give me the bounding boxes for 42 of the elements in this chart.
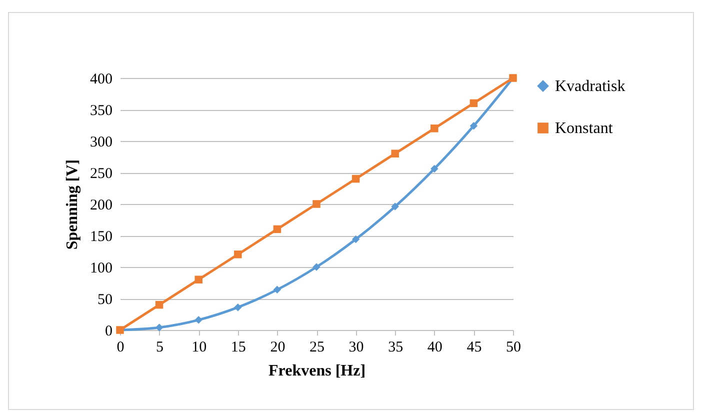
x-tick-label: 35 <box>388 340 404 356</box>
point <box>391 202 399 210</box>
point <box>312 200 320 208</box>
x-tick-label: 0 <box>116 340 124 356</box>
y-tick-label: 0 <box>105 324 112 340</box>
point <box>391 150 399 158</box>
legend-label: Kvadratisk <box>555 78 626 95</box>
point <box>273 225 282 234</box>
x-tick-label: 30 <box>348 340 364 356</box>
x-tick-label: 50 <box>506 340 521 356</box>
y-axis-title: Spenning [V] <box>64 159 81 250</box>
x-tick-label: 20 <box>270 340 286 356</box>
point <box>430 124 438 132</box>
x-tick-label: 5 <box>156 340 164 356</box>
point <box>430 164 438 173</box>
point <box>470 122 478 130</box>
y-tick-label: 50 <box>98 292 112 308</box>
point <box>234 250 242 258</box>
point <box>312 263 320 271</box>
y-tick-label: 150 <box>90 229 112 245</box>
point <box>470 99 478 108</box>
point <box>194 276 202 284</box>
y-tick-label: 400 <box>90 72 112 88</box>
point <box>194 316 202 324</box>
y-tick-label: 100 <box>90 260 112 276</box>
point <box>155 324 164 332</box>
point <box>155 300 164 309</box>
x-tick-label: 15 <box>230 340 246 356</box>
x-tick-label: 45 <box>466 340 482 356</box>
point <box>273 286 282 294</box>
y-tick-label: 250 <box>90 166 112 182</box>
x-tick-label: 25 <box>310 340 324 356</box>
x-tick-label: 10 <box>192 340 207 356</box>
legend-label: Konstant <box>555 120 614 137</box>
point <box>352 174 360 183</box>
x-tick-label: 40 <box>427 340 442 356</box>
y-tick-label: 200 <box>90 198 112 214</box>
point <box>234 303 242 312</box>
point <box>352 235 360 244</box>
y-tick-label: 300 <box>90 134 112 150</box>
y-tick-label: 350 <box>90 103 112 119</box>
x-axis-title: Frekvens [Hz] <box>268 362 366 380</box>
